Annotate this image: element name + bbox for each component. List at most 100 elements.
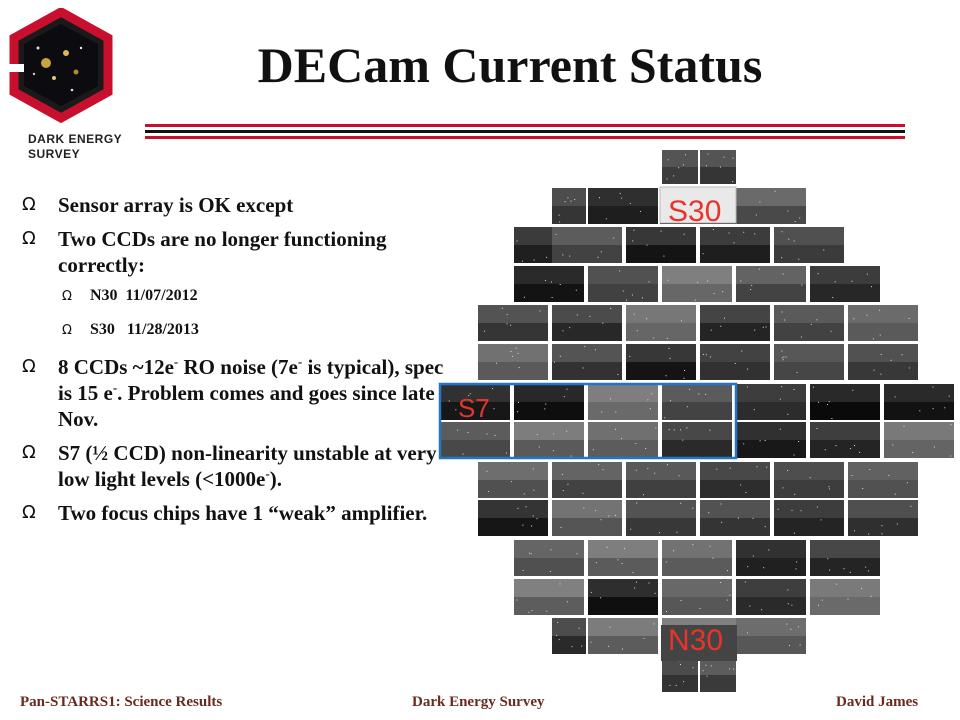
star-speck xyxy=(818,401,820,403)
ccd-amp xyxy=(810,597,880,615)
star-speck xyxy=(800,510,802,512)
ccd-amp xyxy=(848,500,918,518)
star-speck xyxy=(621,563,623,564)
star-speck xyxy=(653,623,655,625)
star-speck xyxy=(756,466,758,468)
star-speck xyxy=(763,567,765,569)
star-speck xyxy=(621,197,623,199)
star-speck xyxy=(467,432,469,433)
ccd-amp xyxy=(552,500,622,518)
ccd-amp xyxy=(700,362,770,380)
ccd-amp xyxy=(662,658,698,675)
star-speck xyxy=(705,165,707,167)
bullet-text-part: 8 CCDs ~12e xyxy=(58,355,174,379)
star-speck xyxy=(881,525,883,527)
star-speck xyxy=(567,197,569,199)
hexagon-galaxy-icon xyxy=(6,8,113,123)
star-speck xyxy=(655,427,657,429)
star-speck xyxy=(853,318,855,320)
ccd-amp xyxy=(736,266,806,284)
star-speck xyxy=(752,517,754,519)
star-speck xyxy=(669,684,671,686)
star-speck xyxy=(559,583,561,585)
star-speck xyxy=(866,273,868,275)
star-speck xyxy=(683,681,685,683)
ccd-amp xyxy=(810,558,880,576)
ccd-amp xyxy=(810,266,880,284)
star-speck xyxy=(682,164,684,166)
star-speck xyxy=(582,492,584,494)
ccd-amp xyxy=(552,227,622,245)
star-speck xyxy=(888,474,890,476)
star-speck xyxy=(912,452,914,453)
star-speck xyxy=(496,362,497,364)
star-speck xyxy=(501,307,503,309)
ccd-amp xyxy=(552,636,586,654)
star-speck xyxy=(750,289,752,290)
star-speck xyxy=(762,326,764,328)
star-speck xyxy=(666,337,668,339)
star-speck xyxy=(816,506,818,508)
star-speck xyxy=(835,445,837,447)
star-speck xyxy=(710,329,712,331)
star-speck xyxy=(546,256,548,258)
bullet-text: Two focus chips have 1 “weak” amplifier. xyxy=(58,501,428,525)
star-speck xyxy=(566,388,568,390)
star-speck xyxy=(468,395,470,397)
ccd-amp xyxy=(700,227,770,245)
star-speck xyxy=(518,367,520,369)
star-speck xyxy=(634,587,636,589)
star-speck xyxy=(457,429,459,431)
star-speck xyxy=(720,325,722,327)
star-speck xyxy=(919,410,921,412)
ccd-amp xyxy=(736,440,806,458)
star-speck xyxy=(682,439,684,441)
ccd-amp xyxy=(848,462,918,480)
ccd-amp xyxy=(552,362,622,380)
star-speck xyxy=(517,401,519,403)
ccd-amp xyxy=(774,305,844,323)
star-speck xyxy=(582,367,584,369)
star-speck xyxy=(647,468,649,469)
des-logo: DARK ENERGY SURVEY xyxy=(6,8,136,161)
star-speck xyxy=(933,446,935,448)
sub-bullet-item: Ω S30 11/28/2013 xyxy=(22,320,462,340)
star-speck xyxy=(680,664,681,665)
ccd-amp xyxy=(662,150,698,167)
ccd-amp xyxy=(440,402,510,420)
star-speck xyxy=(816,319,818,321)
ccd-amp xyxy=(552,618,586,636)
star-speck xyxy=(786,623,788,625)
star-speck xyxy=(640,210,642,212)
star-speck xyxy=(817,273,819,275)
ccd-amp xyxy=(478,462,548,480)
ccd-amp xyxy=(662,558,732,576)
star-speck xyxy=(794,221,796,222)
ccd-amp xyxy=(700,500,770,518)
star-speck xyxy=(683,233,685,235)
ccd-amp xyxy=(774,500,844,518)
star-speck xyxy=(702,670,704,672)
star-speck xyxy=(698,393,700,395)
star-speck xyxy=(636,581,637,583)
label-s7: S7 xyxy=(458,393,490,423)
star-speck xyxy=(551,297,553,298)
star-speck xyxy=(653,337,655,339)
ccd-amp xyxy=(588,440,658,458)
ccd-amp xyxy=(626,245,696,263)
star-speck xyxy=(684,370,685,371)
star-speck xyxy=(879,309,881,311)
star-speck xyxy=(720,582,722,583)
star-speck xyxy=(635,469,637,471)
star-speck xyxy=(729,668,730,670)
star-speck xyxy=(834,281,836,283)
star-speck xyxy=(790,628,792,630)
star-speck xyxy=(692,667,694,669)
ccd-amp xyxy=(552,245,622,263)
star-speck xyxy=(686,406,688,408)
star-speck xyxy=(629,355,631,357)
ccd-amp xyxy=(588,206,658,224)
star-speck xyxy=(796,561,798,563)
ccd-amp xyxy=(588,558,658,576)
star-speck xyxy=(615,514,616,516)
